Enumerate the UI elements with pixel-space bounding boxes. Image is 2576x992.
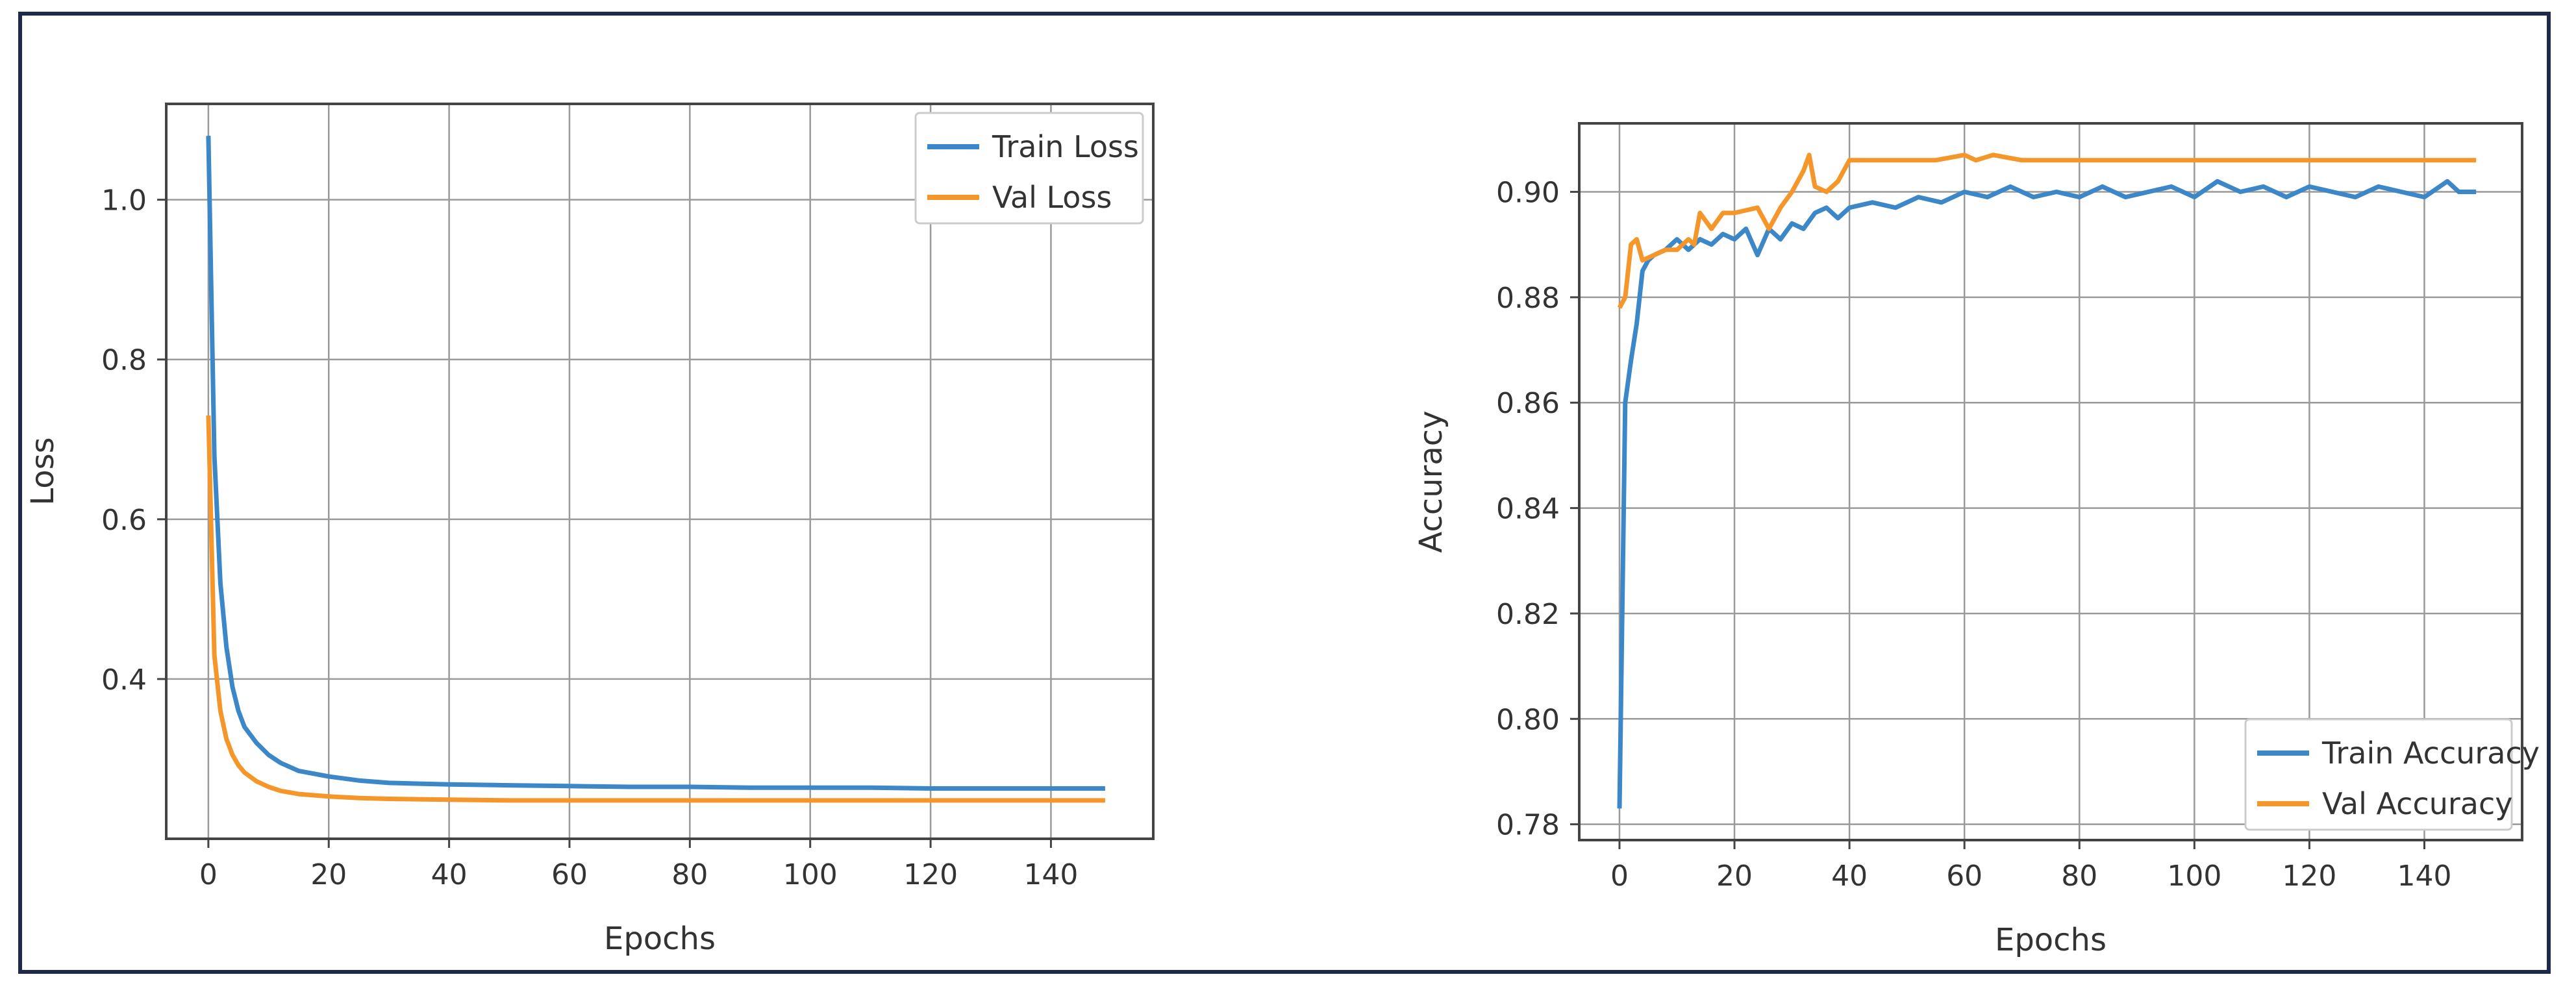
y-tick-label: 0.88 bbox=[1496, 282, 1560, 315]
x-tick-label: 80 bbox=[2061, 860, 2097, 893]
y-tick-label: 0.4 bbox=[101, 663, 147, 697]
legend-label: Val Accuracy bbox=[2322, 786, 2513, 821]
x-tick-label: 120 bbox=[2282, 860, 2336, 893]
x-tick-label: 140 bbox=[1023, 858, 1078, 891]
axes-frame bbox=[165, 103, 1155, 840]
x-axis-label: Epochs bbox=[1995, 922, 2107, 958]
legend-box bbox=[2244, 718, 2513, 831]
x-tick-label: 20 bbox=[310, 858, 347, 891]
x-tick-label: 40 bbox=[1831, 860, 1868, 893]
x-tick-label: 60 bbox=[1946, 860, 1982, 893]
y-tick-label: 0.78 bbox=[1496, 809, 1560, 842]
x-tick-label: 0 bbox=[199, 858, 218, 891]
y-tick-label: 0.8 bbox=[101, 344, 147, 377]
x-tick-label: 60 bbox=[551, 858, 588, 891]
loss-chart: 0 20 40 60 80 100 120 140 0.4 0.6 0.8 1.0 Epochs Loss… bbox=[25, 103, 1155, 957]
x-tick-label: 20 bbox=[1716, 860, 1753, 893]
legend-label: Val Loss bbox=[992, 180, 1112, 215]
y-tick-label: 1.0 bbox=[101, 184, 147, 217]
x-tick-label: 40 bbox=[431, 858, 468, 891]
y-tick-label: 0.84 bbox=[1496, 493, 1560, 526]
y-axis-label: Accuracy bbox=[1413, 410, 1449, 552]
x-tick-label: 120 bbox=[903, 858, 958, 891]
figure-canvas: 0 20 40 60 80 100 120 140 0.4 0.6 0.8 1.0 Epochs Loss… bbox=[25, 103, 2540, 958]
y-tick-label: 0.90 bbox=[1496, 177, 1560, 210]
accuracy-chart: 0 20 40 60 80 100 120 140 0.78 0.80 0.82 0.84 0.86 0.… bbox=[1413, 122, 2540, 958]
x-tick-label: 100 bbox=[2167, 860, 2221, 893]
series-line-val-loss bbox=[206, 415, 1105, 803]
series-line-val-accuracy bbox=[1617, 153, 2477, 309]
y-tick-label: 0.82 bbox=[1496, 598, 1560, 631]
x-tick-label: 80 bbox=[671, 858, 708, 891]
y-tick-label: 0.6 bbox=[101, 504, 147, 537]
y-tick-label: 0.80 bbox=[1496, 703, 1560, 736]
axes-frame bbox=[1578, 122, 2523, 841]
x-tick-label: 0 bbox=[1610, 860, 1629, 893]
legend-label: Train Accuracy bbox=[2321, 736, 2540, 771]
x-tick-label: 100 bbox=[783, 858, 838, 891]
x-axis-label: Epochs bbox=[604, 921, 716, 957]
y-axis-label: Loss bbox=[25, 437, 61, 505]
y-tick-label: 0.86 bbox=[1496, 387, 1560, 420]
plot-area bbox=[166, 104, 1153, 839]
x-tick-label: 140 bbox=[2397, 860, 2451, 893]
series-line-train-loss bbox=[206, 136, 1105, 791]
figure-frame: 0 20 40 60 80 100 120 140 0.4 0.6 0.8 1.0 Epochs Loss… bbox=[18, 12, 2551, 974]
legend-label: Train Loss bbox=[992, 129, 1139, 164]
